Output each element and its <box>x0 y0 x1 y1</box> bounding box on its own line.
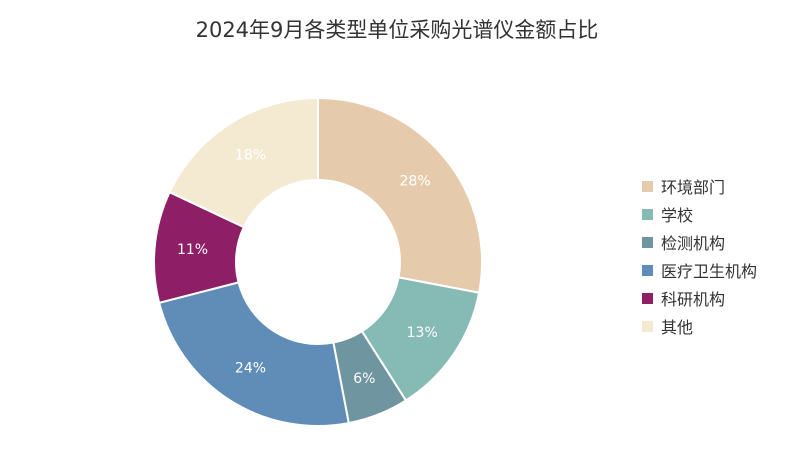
legend: 环境部门学校检测机构医疗卫生机构 科研机构其他 <box>642 174 792 342</box>
legend-label: 环境部门 <box>661 178 726 197</box>
slice-label: 6% <box>353 371 375 387</box>
legend-item: 医疗卫生机构 <box>642 258 792 282</box>
legend-swatch <box>642 180 653 192</box>
legend-item: 检测机构 <box>642 230 792 254</box>
legend-item: 学校 <box>642 202 792 226</box>
legend-label: 科研机构 <box>661 290 726 309</box>
legend-item: 环境部门 <box>642 174 792 198</box>
legend-swatch <box>642 320 653 332</box>
slice-label: 13% <box>407 325 438 341</box>
chart-title: 2024年9月各类型单位采购光谱仪金额占比 <box>195 18 599 42</box>
slice-label: 11% <box>177 242 208 258</box>
legend-item: 科研机构 <box>642 286 792 310</box>
slice-其他 <box>168 96 319 229</box>
legend-label: 学校 <box>661 206 694 225</box>
slice-label: 24% <box>235 360 266 376</box>
legend-label: 医疗卫生机构 <box>661 262 758 281</box>
legend-swatch <box>642 236 653 248</box>
legend-label: 其他 <box>661 318 694 337</box>
legend-swatch <box>642 208 653 220</box>
slice-label: 18% <box>235 148 266 164</box>
legend-swatch <box>642 292 653 304</box>
legend-swatch <box>642 264 653 276</box>
legend-item: 其他 <box>642 314 792 338</box>
slice-医疗卫生机构 <box>157 281 350 427</box>
legend-label: 检测机构 <box>661 234 726 253</box>
slice-环境部门 <box>317 96 483 294</box>
slice-label: 28% <box>400 174 431 190</box>
